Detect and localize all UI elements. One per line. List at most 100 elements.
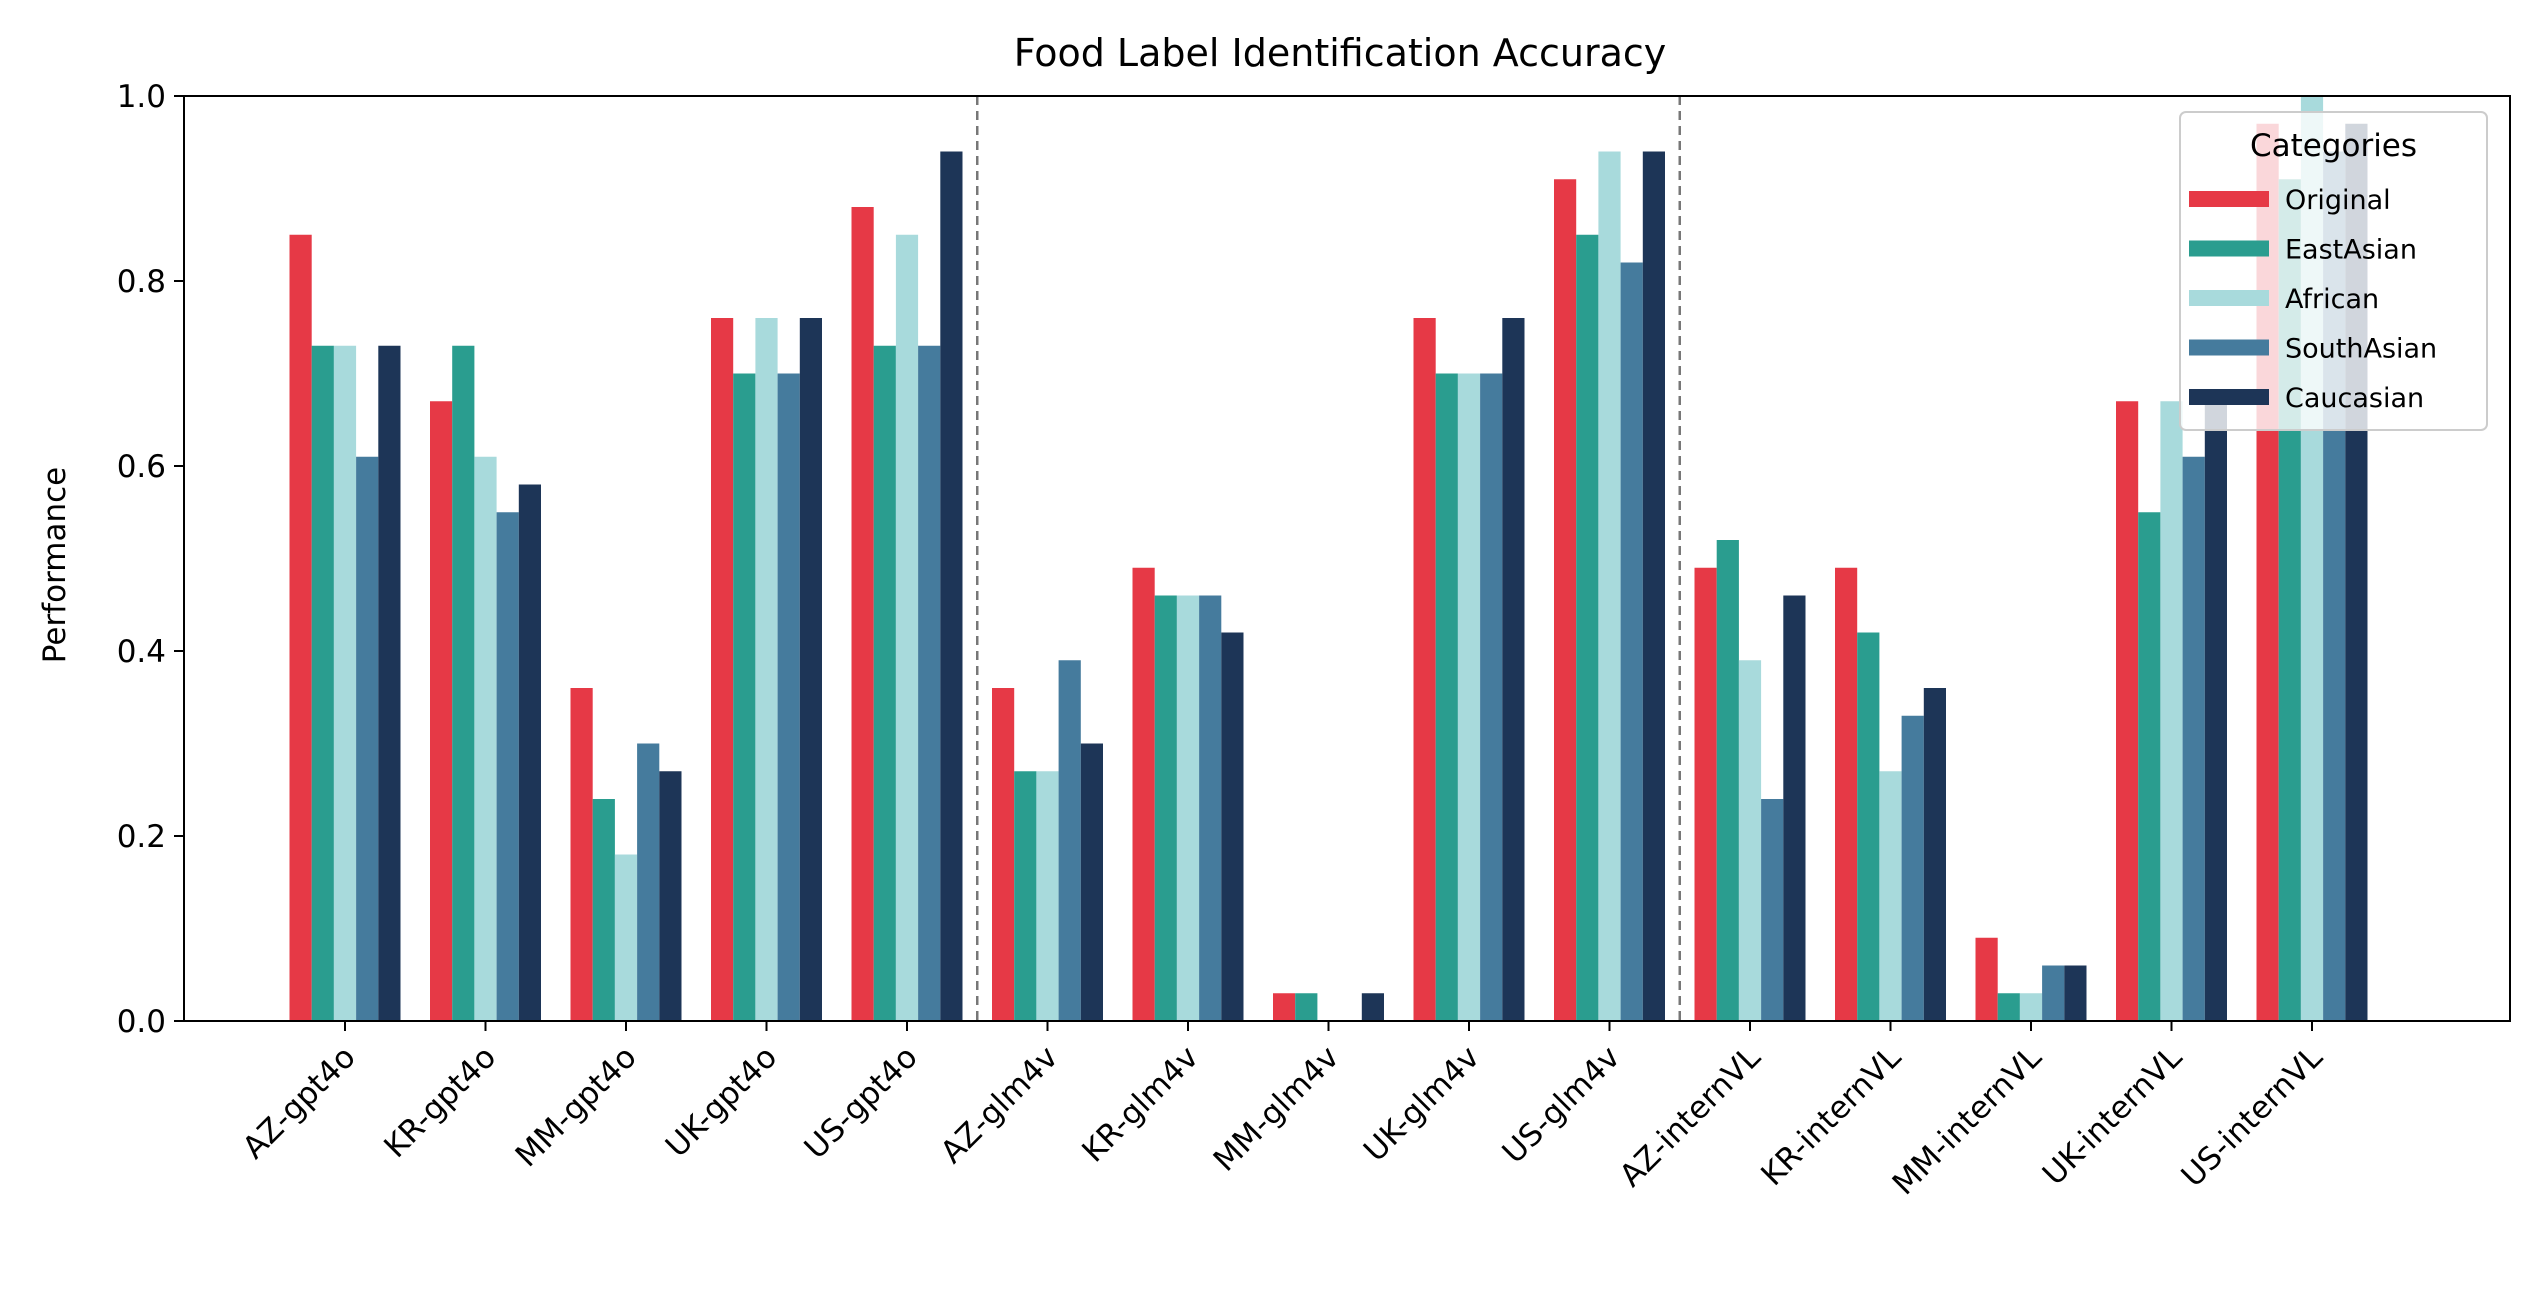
bar-eastasian-mm-glm4v	[1295, 993, 1318, 1021]
series-original	[289, 123, 2279, 1021]
bar-eastasian-az-internvl	[1716, 540, 1739, 1021]
bar-african-uk-gpt4o	[755, 318, 778, 1021]
legend-swatch-original	[2189, 191, 2269, 207]
bar-original-mm-internvl	[1975, 937, 1998, 1021]
bar-african-kr-internvl	[1879, 771, 1902, 1021]
bar-original-uk-internvl	[2116, 401, 2139, 1021]
bar-caucasian-uk-internvl	[2204, 401, 2227, 1021]
bar-eastasian-az-glm4v	[1014, 771, 1037, 1021]
series-southasian	[356, 151, 2346, 1021]
x-tick-label: AZ-glm4v	[934, 1039, 1065, 1170]
bar-caucasian-uk-gpt4o	[799, 318, 822, 1021]
bar-southasian-kr-internvl	[1901, 715, 1924, 1021]
bar-african-kr-gpt4o	[474, 456, 497, 1021]
y-axis: 0.0 0.2 0.4 0.6 0.8 1.0	[117, 79, 184, 1040]
legend-swatch-eastasian	[2189, 240, 2269, 257]
legend-title: Categories	[2250, 128, 2417, 164]
legend-label-eastasian: EastAsian	[2285, 235, 2417, 266]
bar-eastasian-us-glm4v	[1576, 234, 1599, 1021]
bar-caucasian-us-gpt4o	[940, 151, 963, 1021]
legend-label-african: African	[2285, 284, 2379, 315]
x-axis: AZ-gpt4o KR-gpt4o MM-gpt4o UK-gpt4o US-gpt4o…	[236, 1021, 2330, 1202]
bar-eastasian-us-gpt4o	[873, 345, 896, 1021]
y-axis-label: Performance	[37, 467, 73, 663]
bar-southasian-az-gpt4o	[356, 456, 379, 1021]
x-tick-label: MM-internVL	[1886, 1039, 2049, 1202]
plot-frame	[183, 95, 2511, 1022]
bar-original-kr-glm4v	[1132, 567, 1155, 1021]
bar-eastasian-az-gpt4o	[311, 345, 334, 1021]
bar-southasian-kr-gpt4o	[496, 512, 519, 1021]
series-caucasian	[378, 123, 2368, 1021]
bar-southasian-uk-internvl	[2182, 456, 2205, 1021]
x-tick-label: KR-internVL	[1754, 1039, 1908, 1193]
bar-african-az-gpt4o	[333, 345, 357, 1021]
x-tick-label: MM-glm4v	[1207, 1039, 1346, 1178]
y-tick-label: 0.8	[117, 264, 166, 300]
bar-caucasian-mm-internvl	[2064, 965, 2087, 1021]
x-tick-label: UK-internVL	[2036, 1039, 2190, 1193]
legend-label-caucasian: Caucasian	[2285, 383, 2424, 414]
bar-caucasian-uk-glm4v	[1502, 318, 1525, 1021]
bar-original-mm-glm4v	[1273, 993, 1296, 1021]
bar-eastasian-uk-glm4v	[1435, 373, 1458, 1021]
bar-african-uk-glm4v	[1457, 373, 1481, 1021]
x-tick-label: KR-glm4v	[1075, 1039, 1205, 1169]
bar-african-mm-gpt4o	[614, 854, 638, 1021]
bar-eastasian-uk-gpt4o	[733, 373, 756, 1021]
bar-caucasian-us-glm4v	[1642, 151, 1665, 1021]
series-african	[333, 96, 2324, 1021]
x-tick-label: MM-gpt4o	[509, 1039, 644, 1174]
x-tick-label: AZ-gpt4o	[236, 1039, 363, 1166]
y-tick-label: 0.2	[117, 819, 166, 855]
legend-swatch-african	[2189, 290, 2269, 306]
bar-caucasian-mm-gpt4o	[659, 771, 682, 1021]
bar-original-kr-internvl	[1835, 567, 1858, 1021]
bar-southasian-us-glm4v	[1620, 262, 1643, 1021]
bar-eastasian-kr-glm4v	[1154, 595, 1177, 1021]
bar-southasian-uk-glm4v	[1480, 373, 1503, 1021]
bar-original-mm-gpt4o	[570, 688, 593, 1021]
bar-southasian-az-internvl	[1761, 799, 1784, 1021]
bar-caucasian-kr-internvl	[1923, 688, 1946, 1021]
y-tick-label: 0.4	[117, 634, 166, 670]
chart-title: Food Label Identification Accuracy	[1014, 31, 1667, 75]
bar-african-az-glm4v	[1036, 771, 1059, 1021]
y-tick-label: 1.0	[117, 79, 166, 115]
legend-label-southasian: SouthAsian	[2285, 334, 2437, 365]
x-tick-label: US-internVL	[2175, 1039, 2331, 1195]
bar-eastasian-mm-gpt4o	[592, 799, 615, 1021]
group-separators	[976, 96, 1681, 1021]
legend-label-original: Original	[2285, 185, 2391, 216]
bar-original-az-internvl	[1694, 567, 1717, 1021]
bar-original-us-glm4v	[1554, 179, 1577, 1021]
y-tick-label: 0.0	[117, 1004, 166, 1040]
bar-caucasian-kr-gpt4o	[518, 484, 541, 1021]
series-eastasian	[311, 179, 2301, 1021]
bar-original-uk-glm4v	[1413, 318, 1436, 1021]
bar-original-az-gpt4o	[289, 234, 312, 1021]
bar-african-mm-internvl	[2019, 993, 2043, 1021]
bar-southasian-uk-gpt4o	[777, 373, 800, 1021]
bar-eastasian-kr-gpt4o	[452, 345, 475, 1021]
bar-eastasian-mm-internvl	[1997, 993, 2020, 1021]
bar-african-kr-glm4v	[1176, 595, 1200, 1021]
legend-swatch-southasian	[2189, 339, 2269, 356]
bar-southasian-mm-internvl	[2042, 965, 2065, 1021]
bar-african-uk-internvl	[2160, 401, 2183, 1021]
bar-original-az-glm4v	[992, 688, 1015, 1021]
bar-caucasian-az-internvl	[1783, 595, 1806, 1021]
x-tick-label: KR-gpt4o	[377, 1039, 503, 1165]
bar-original-kr-gpt4o	[430, 401, 453, 1021]
bar-caucasian-az-gpt4o	[378, 345, 401, 1021]
x-tick-label: AZ-internVL	[1613, 1039, 1768, 1194]
bar-caucasian-mm-glm4v	[1361, 993, 1384, 1021]
bar-caucasian-kr-glm4v	[1221, 632, 1244, 1021]
x-tick-label: US-glm4v	[1496, 1039, 1628, 1171]
bar-african-us-glm4v	[1598, 151, 1621, 1021]
bar-original-us-gpt4o	[851, 207, 874, 1021]
bar-southasian-mm-gpt4o	[637, 743, 660, 1021]
bar-original-uk-gpt4o	[711, 318, 734, 1021]
x-tick-label: UK-gpt4o	[659, 1039, 784, 1164]
